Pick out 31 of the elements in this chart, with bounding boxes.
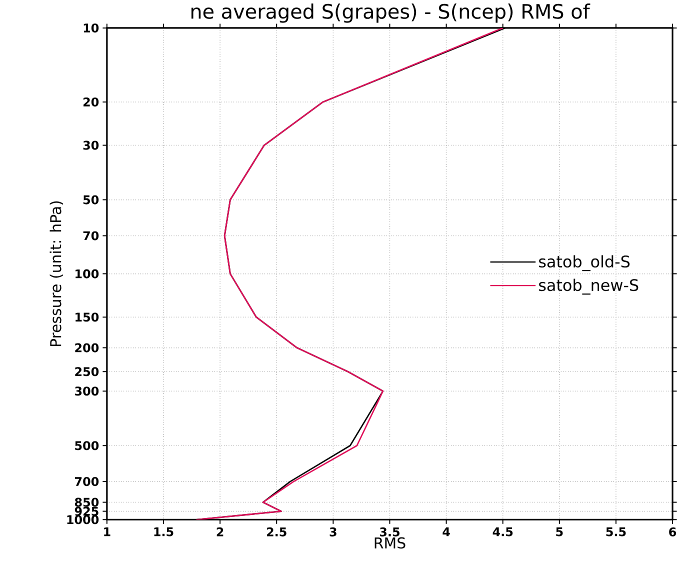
y-tick-label: 1000 [67,515,99,524]
y-tick-label: 200 [75,343,99,353]
y-tick-label: 150 [76,312,99,322]
y-tick-label: 700 [75,477,99,486]
y-tick-label: 30 [83,140,99,150]
y-tick-label: 20 [83,98,99,107]
x-tick-label: 1.5 [154,528,174,536]
x-tick-label: 5.5 [606,528,626,536]
x-tick-label: 6 [669,528,676,537]
x-tick-label: 2.5 [266,528,286,537]
legend-label: satob_old-S [539,255,630,272]
y-tick-label: 100 [76,269,99,279]
y-tick-label: 250 [75,367,99,376]
y-tick-label: 10 [84,24,99,33]
y-tick-label: 500 [75,441,99,450]
y-tick-label: 850 [74,498,99,508]
x-tick-label: 4 [442,528,450,536]
y-tick-label: 300 [75,386,99,396]
x-tick-label: 2 [216,528,224,536]
x-tick-label: 4.5 [492,528,513,536]
x-axis-title: RMS [374,538,406,549]
y-tick-label: 925 [74,506,98,516]
y-tick-label: 70 [83,231,99,240]
legend-label: satob_new-S [539,278,638,295]
x-tick-label: 5 [556,528,563,536]
y-tick-label: 50 [83,195,99,205]
x-tick-label: 3 [330,528,336,537]
x-tick-label: 3.5 [380,528,400,537]
x-tick-label: 1 [104,528,110,536]
chart-title: ne averaged S(grapes) - S(ncep) RMS of [191,4,590,23]
y-axis-title: Pressure (unit: hPa) [50,202,64,346]
